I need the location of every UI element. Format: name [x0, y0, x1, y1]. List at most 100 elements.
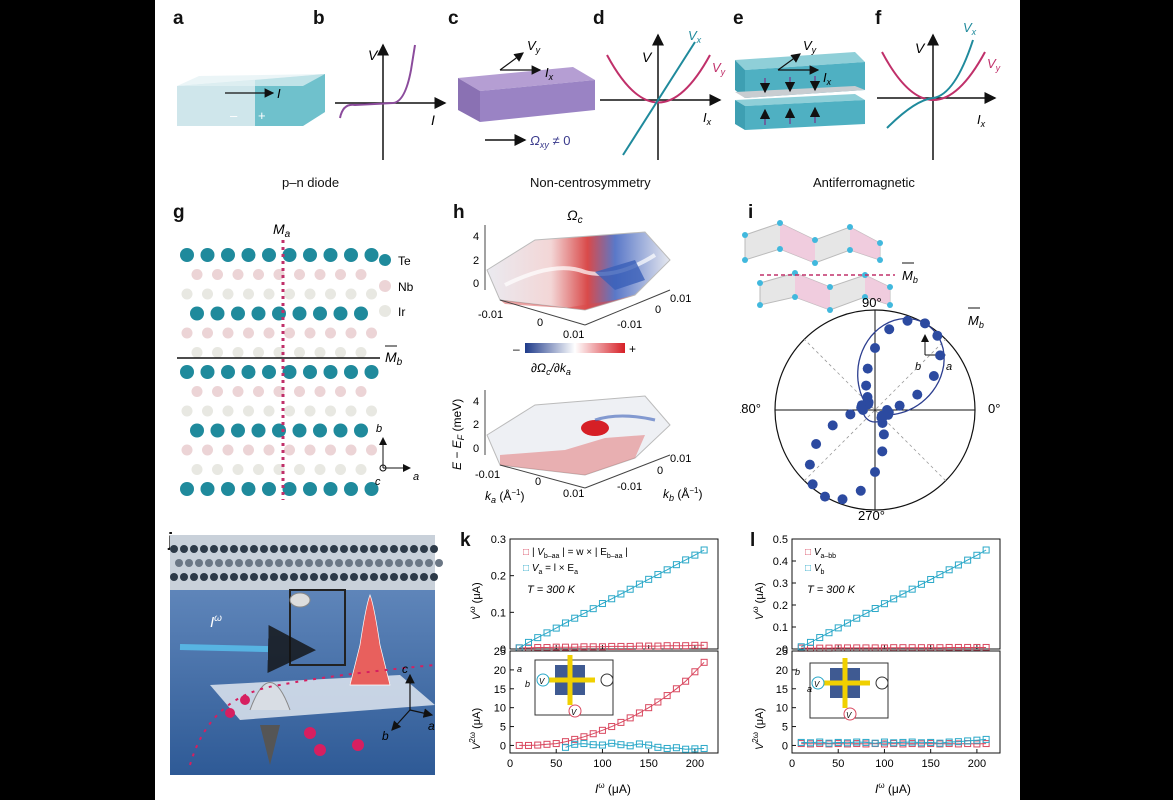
lattice-atom [231, 423, 245, 438]
plot-frame [509, 650, 719, 754]
lattice-atom [181, 327, 193, 339]
data-point [964, 556, 972, 564]
lattice-atom [222, 444, 234, 456]
lattice-atom [345, 405, 357, 417]
data-point [534, 634, 542, 642]
data-point [862, 609, 870, 617]
device-illustration: Iω c a b [170, 535, 443, 775]
j-atom [315, 559, 323, 567]
j-atom [310, 545, 318, 553]
data-point [834, 738, 842, 746]
upper-ka-tick1: -0.01 [478, 309, 503, 321]
noncentro-omega: Ωxy ≠ 0 [530, 133, 570, 150]
lower-ztick-4: 4 [473, 396, 479, 408]
lattice-atom [253, 269, 264, 280]
data-point [598, 643, 606, 651]
data-point [899, 590, 907, 598]
j-atom [200, 545, 208, 553]
lattice-atom [303, 482, 317, 496]
legend-ir-dot [379, 305, 391, 317]
j-atom [340, 573, 348, 581]
upper-ztick-4: 4 [473, 231, 479, 243]
data-point [626, 714, 634, 722]
lattice-atom [181, 288, 193, 300]
polar-point [920, 318, 930, 329]
lattice-atom [200, 482, 215, 496]
data-point [899, 738, 907, 746]
lattice-atom [323, 248, 338, 262]
afm-iv-xlabel: Ix [977, 112, 986, 129]
upper-surface [484, 225, 671, 326]
j-atom [405, 559, 413, 567]
lower-kb-tick1: -0.01 [617, 481, 642, 493]
data-point [682, 642, 690, 650]
lower-ztick-2: 2 [473, 419, 479, 431]
data-point [654, 642, 662, 650]
j-atom [390, 573, 398, 581]
lattice-atom [253, 386, 264, 397]
diode-iv-ylabel: V [368, 47, 379, 63]
k-inset-a: a [517, 664, 522, 674]
polar-point [861, 380, 872, 391]
data-point [580, 733, 588, 741]
y-tick-label: 0.1 [491, 607, 506, 619]
series-line [565, 742, 705, 750]
j-atom [330, 545, 338, 553]
j-atom [240, 573, 248, 581]
lattice-atom [251, 423, 266, 438]
data-point [534, 741, 542, 749]
lattice-atoms [180, 248, 379, 496]
data-point [908, 585, 916, 593]
polar-point [855, 485, 866, 496]
data-point [598, 741, 606, 749]
polar-point [827, 420, 838, 431]
j-atom [340, 545, 348, 553]
energy-axis-label: E − EF (meV) [450, 399, 466, 470]
data-point [936, 571, 944, 579]
data-point [682, 745, 690, 753]
lattice-atom [294, 269, 305, 280]
data-point [927, 575, 935, 583]
lattice-atom [212, 386, 223, 397]
x-tick-label: 50 [832, 758, 844, 770]
data-point [580, 609, 588, 617]
j-axis-b: b [382, 729, 389, 743]
j-atom [365, 559, 373, 567]
dip [260, 725, 280, 765]
data-point [871, 739, 879, 747]
l-device-inset: V V b a [795, 658, 889, 721]
l-inset-b: b [795, 667, 800, 677]
data-point [672, 685, 680, 693]
data-point [917, 580, 925, 588]
j-axis-c: c [402, 662, 408, 676]
lattice-atom [355, 464, 367, 475]
polar-point [862, 363, 873, 374]
data-point [580, 643, 588, 651]
colorbar-plus: + [629, 342, 636, 356]
lattice-atom [355, 347, 367, 358]
k-device-inset: V V a b [517, 655, 614, 718]
lattice-atom [202, 405, 213, 417]
j-atom [375, 559, 383, 567]
j-atom [235, 559, 243, 567]
lattice-atom [180, 482, 194, 496]
j-atom [350, 573, 358, 581]
lattice-atom [313, 306, 327, 321]
data-point [589, 741, 597, 749]
polar-point [870, 467, 880, 477]
k-xlabel: Iω (μA) [595, 781, 631, 796]
series-line [519, 644, 705, 649]
data-point [682, 677, 690, 685]
polar-point [837, 494, 848, 505]
panel-label-k: k [460, 530, 471, 551]
j-atom [275, 559, 283, 567]
data-point [635, 642, 643, 650]
data-point [589, 643, 597, 651]
j-atom [410, 573, 418, 581]
data-point [945, 643, 953, 651]
upper-kb-tick2: 0 [655, 304, 661, 316]
lattice-atom [263, 444, 275, 456]
lattice-atom [284, 444, 295, 456]
panel-label-g: g [173, 202, 185, 223]
